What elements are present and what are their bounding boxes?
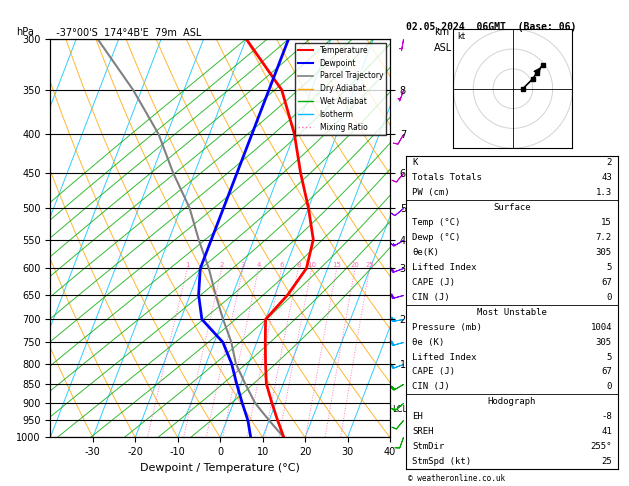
Text: 67: 67 (601, 278, 612, 287)
Text: CAPE (J): CAPE (J) (412, 278, 455, 287)
Text: 15: 15 (332, 262, 341, 268)
Text: Dewp (°C): Dewp (°C) (412, 233, 460, 242)
Text: CAPE (J): CAPE (J) (412, 367, 455, 377)
Text: θe (K): θe (K) (412, 338, 444, 347)
Text: 8: 8 (296, 262, 301, 268)
Text: © weatheronline.co.uk: © weatheronline.co.uk (408, 474, 504, 483)
Text: 15: 15 (601, 218, 612, 227)
Text: Lifted Index: Lifted Index (412, 352, 477, 362)
Text: 305: 305 (596, 248, 612, 257)
Text: 02.05.2024  06GMT  (Base: 06): 02.05.2024 06GMT (Base: 06) (406, 22, 576, 32)
Text: 25: 25 (601, 457, 612, 466)
Text: SREH: SREH (412, 427, 433, 436)
Text: Pressure (mb): Pressure (mb) (412, 323, 482, 331)
Text: Temp (°C): Temp (°C) (412, 218, 460, 227)
Text: 67: 67 (601, 367, 612, 377)
Text: 1004: 1004 (591, 323, 612, 331)
Text: Totals Totals: Totals Totals (412, 174, 482, 182)
Text: Surface: Surface (493, 203, 531, 212)
Text: 7.2: 7.2 (596, 233, 612, 242)
Text: 0: 0 (606, 293, 612, 302)
Text: Hodograph: Hodograph (488, 398, 536, 406)
Text: hPa: hPa (16, 27, 34, 37)
Text: CIN (J): CIN (J) (412, 293, 450, 302)
Text: ASL: ASL (434, 43, 452, 53)
Text: 305: 305 (596, 338, 612, 347)
Text: PW (cm): PW (cm) (412, 189, 450, 197)
Text: EH: EH (412, 412, 423, 421)
Text: -37°00'S  174°4B'E  79m  ASL: -37°00'S 174°4B'E 79m ASL (50, 28, 202, 38)
Text: 255°: 255° (591, 442, 612, 451)
Text: 4: 4 (257, 262, 261, 268)
Text: Lifted Index: Lifted Index (412, 263, 477, 272)
Text: -8: -8 (601, 412, 612, 421)
Text: kt: kt (457, 32, 465, 41)
Text: 25: 25 (365, 262, 374, 268)
Text: km: km (434, 27, 449, 37)
Text: 0: 0 (606, 382, 612, 391)
Y-axis label: Mixing Ratio (g/kg): Mixing Ratio (g/kg) (414, 195, 423, 281)
Text: CIN (J): CIN (J) (412, 382, 450, 391)
Text: 43: 43 (601, 174, 612, 182)
Text: 41: 41 (601, 427, 612, 436)
Text: 1.3: 1.3 (596, 189, 612, 197)
Text: 5: 5 (606, 263, 612, 272)
X-axis label: Dewpoint / Temperature (°C): Dewpoint / Temperature (°C) (140, 463, 300, 473)
Text: 1: 1 (185, 262, 189, 268)
Text: θe(K): θe(K) (412, 248, 439, 257)
Text: Most Unstable: Most Unstable (477, 308, 547, 317)
Text: 10: 10 (307, 262, 316, 268)
Text: 3: 3 (241, 262, 245, 268)
Text: StmDir: StmDir (412, 442, 444, 451)
Text: 5: 5 (606, 352, 612, 362)
Text: 2: 2 (220, 262, 224, 268)
Text: LCL: LCL (392, 405, 407, 414)
Text: 20: 20 (350, 262, 359, 268)
Text: StmSpd (kt): StmSpd (kt) (412, 457, 471, 466)
Text: 6: 6 (279, 262, 284, 268)
Text: K: K (412, 158, 418, 168)
Text: 2: 2 (606, 158, 612, 168)
Legend: Temperature, Dewpoint, Parcel Trajectory, Dry Adiabat, Wet Adiabat, Isotherm, Mi: Temperature, Dewpoint, Parcel Trajectory… (295, 43, 386, 135)
